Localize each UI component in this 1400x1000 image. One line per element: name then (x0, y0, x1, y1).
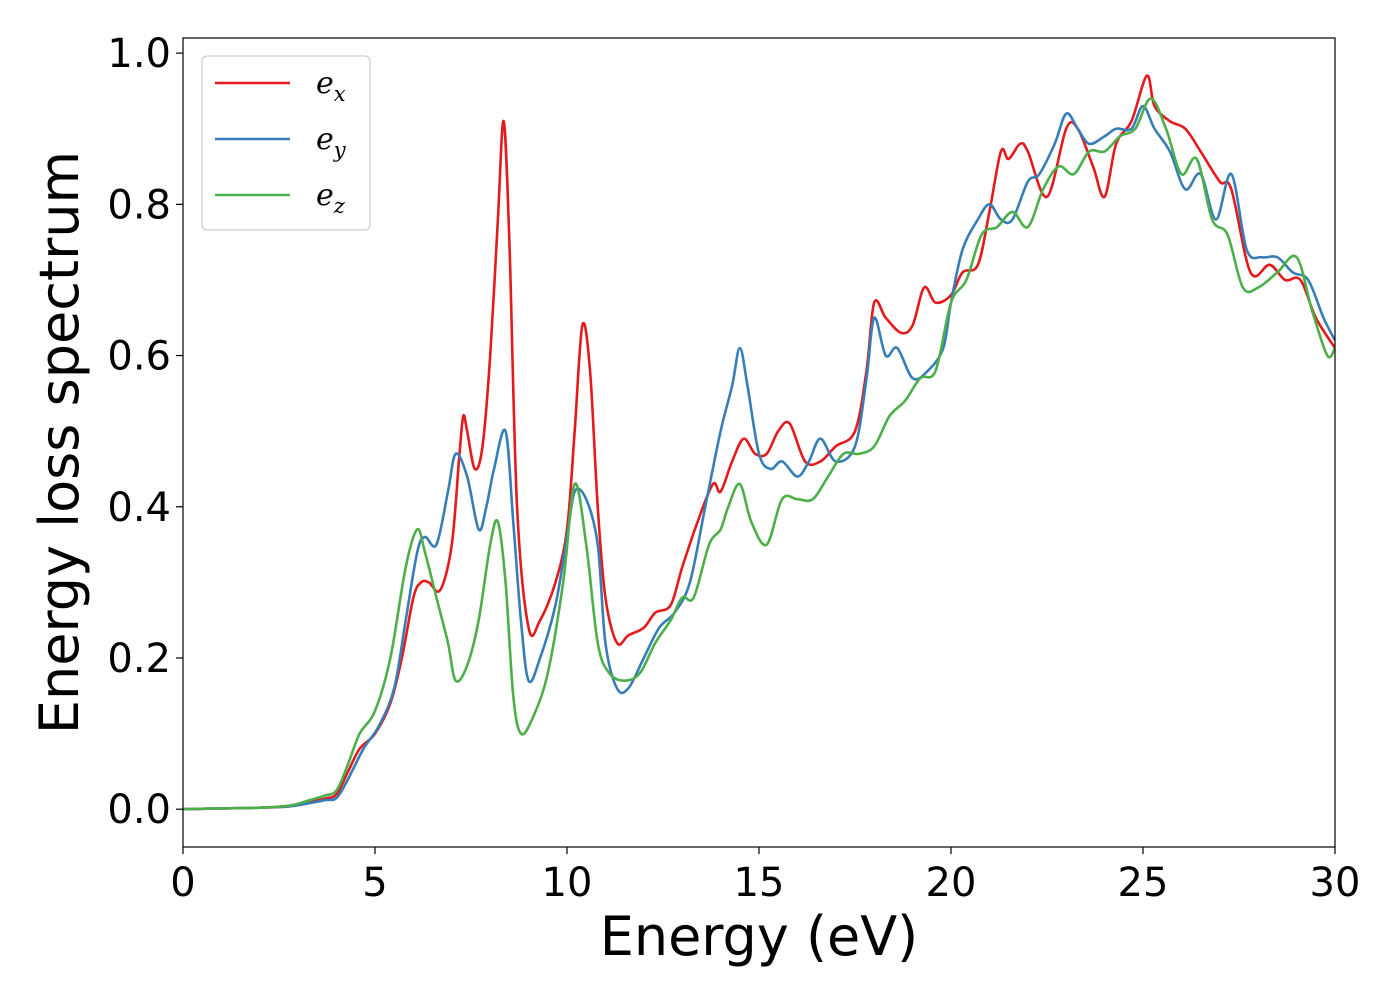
x-tick-label: 25 (1118, 860, 1169, 906)
x-tick-label: 10 (542, 860, 593, 906)
legend-box (201, 55, 371, 231)
y-tick-label: 0.2 (107, 636, 171, 682)
x-tick-label: 5 (362, 860, 387, 906)
legend-label-y: ey (316, 122, 347, 162)
y-tick-label: 1.0 (107, 31, 171, 77)
x-tick-label: 15 (734, 860, 785, 906)
legend-label-z: ez (316, 178, 346, 218)
x-tick-label: 20 (926, 860, 977, 906)
y-axis-ticks: 0.0 0.2 0.4 0.6 0.8 1.0 (107, 31, 183, 833)
y-axis-label: Energy loss spectrum (28, 151, 91, 734)
y-tick-label: 0.8 (107, 182, 171, 228)
series-line-y (183, 104, 1335, 811)
x-tick-label: 30 (1310, 860, 1361, 906)
x-tick-label: 0 (170, 860, 195, 906)
series-layer (183, 74, 1335, 811)
legend-label-x: ex (316, 66, 346, 106)
series-line-z (183, 97, 1335, 811)
x-axis-label: Energy (eV) (600, 905, 919, 968)
y-tick-label: 0.6 (107, 334, 171, 380)
y-tick-label: 0.0 (107, 787, 171, 833)
legend: ex ey ez (201, 55, 371, 231)
y-tick-label: 0.4 (107, 485, 171, 531)
x-axis-ticks: 0 5 10 15 20 25 30 (170, 847, 1360, 906)
